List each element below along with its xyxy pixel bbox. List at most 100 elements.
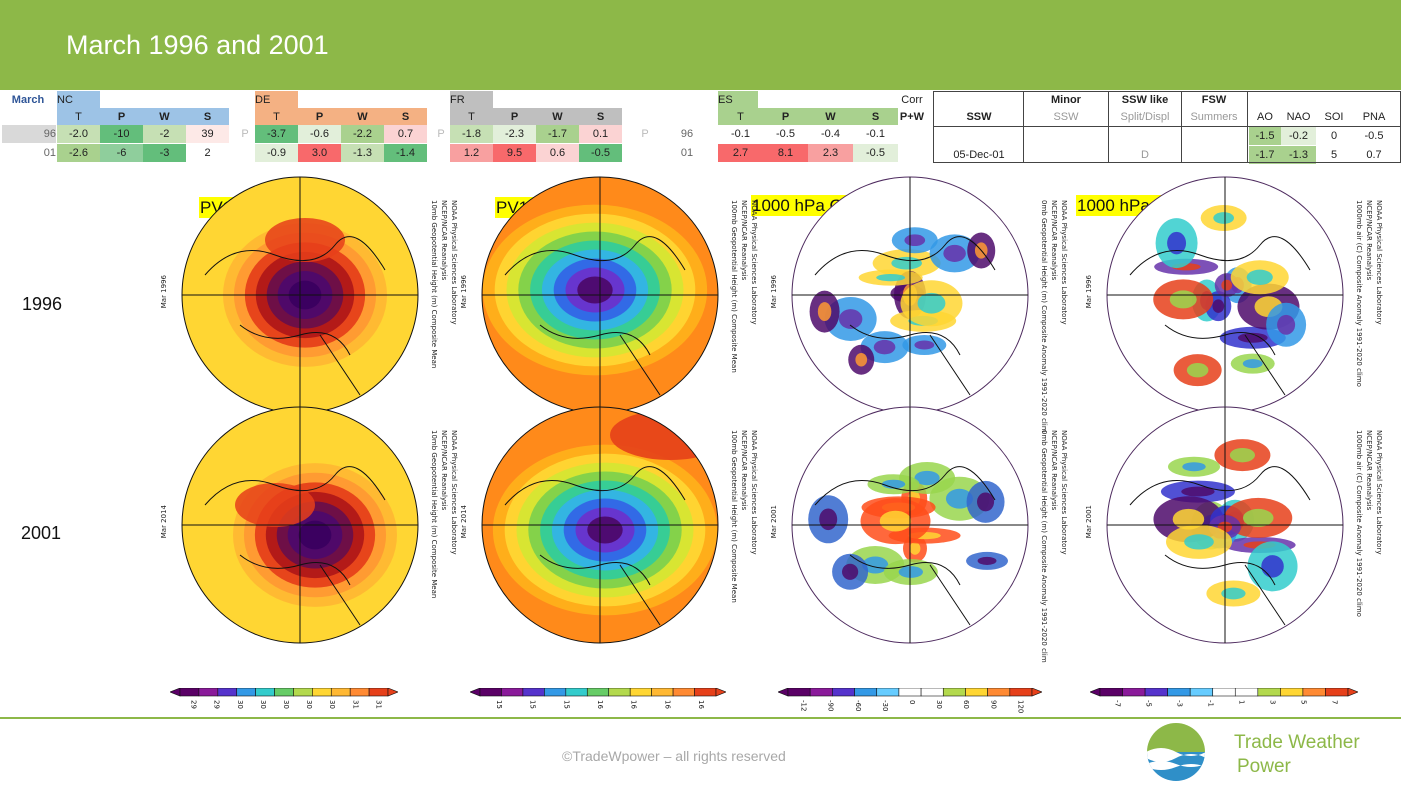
index-value-SOI: 5 — [1316, 146, 1352, 164]
colorbar-tick-label: 0 — [908, 700, 916, 704]
map-side-text: NOAA Physical Sciences Laboratory — [1375, 430, 1383, 555]
ssw-like-subheader: Split/Displ — [1120, 111, 1170, 123]
colorbar-tick-label: 16 — [697, 700, 705, 709]
map-side-text: NCEP/NCAR Reanalysis — [440, 200, 448, 281]
value-cell-DE: -3.7 — [255, 125, 298, 143]
colorbar-tick-label: 30 — [305, 700, 313, 709]
value-cell-ES: 2.7 — [718, 144, 763, 162]
logo-line-2: Power — [1237, 756, 1291, 777]
value-cell-ES: -0.1 — [718, 125, 763, 143]
value-cell-ES: -0.5 — [853, 144, 898, 162]
minor-ssw-subheader: SSW — [1053, 111, 1079, 123]
value-cell-NC: -2.0 — [57, 125, 100, 143]
polar-map-geopot-2001 — [791, 406, 1029, 644]
polar-map-pv10-2001 — [181, 406, 419, 644]
map-date-text: Mar 2014 — [160, 505, 168, 539]
map-side-text: 10mb Geopotential Height (m) Composite M… — [430, 200, 438, 369]
value-cell-DE: 0.7 — [384, 125, 427, 143]
map-date-text: Mar 1996 — [770, 275, 778, 309]
polar-map-temp-2001 — [1106, 406, 1344, 644]
map-side-text: NCEP/NCAR Reanalysis — [1365, 200, 1373, 281]
value-cell-FR: 0.1 — [579, 125, 622, 143]
table-divider — [1247, 91, 1248, 163]
column-header-ES-P: P — [763, 108, 808, 126]
value-cell-FR: -1.7 — [536, 125, 579, 143]
index-header-PNA: PNA — [1362, 111, 1386, 123]
column-header-ES-S: S — [853, 108, 898, 126]
index-header-NAO: NAO — [1286, 111, 1311, 123]
colorbar-tick-label: 30 — [282, 700, 290, 709]
page-title: March 1996 and 2001 — [66, 30, 329, 60]
ssw-like-header: SSW like — [1121, 94, 1169, 106]
map-date-text: Mar 2001 — [1085, 505, 1093, 539]
index-value-AO: -1.5 — [1249, 127, 1281, 145]
table-divider — [1181, 91, 1182, 163]
colorbar-tick-label: -1 — [1207, 700, 1215, 707]
fsw-header: FSW — [1201, 94, 1227, 106]
ssw-table — [933, 91, 1401, 163]
value-cell-DE: 3.0 — [298, 144, 341, 162]
corr-label: Corr — [901, 94, 923, 106]
value-cell-ES: 8.1 — [763, 144, 808, 162]
colorbar-tick-label: 15 — [529, 700, 537, 709]
column-header-FR-S: S — [579, 108, 622, 126]
p-marker: P — [241, 128, 249, 140]
colorbar-tick-label: -90 — [827, 700, 835, 711]
copyright-text: ©TradeWpower – all rights reserved — [562, 748, 786, 764]
column-header-FR-W: W — [536, 108, 579, 126]
value-cell-ES: 2.3 — [808, 144, 853, 162]
colorbar-tick-label: 60 — [962, 700, 970, 709]
map-side-text: 100mb Geopotential Height (m) Composite … — [730, 430, 738, 603]
colorbar-3: -7 -5 -3 -1 1 3 5 7 — [1090, 688, 1358, 707]
polar-map-pv100-2001 — [481, 406, 719, 644]
column-header-NC-P: P — [100, 108, 143, 126]
row-year-96: 96 — [2, 125, 56, 143]
index-value-SOI: 0 — [1316, 127, 1352, 145]
colorbar-tick-label: -60 — [854, 700, 862, 711]
index-header-AO: AO — [1257, 111, 1273, 123]
map-side-text: 0mb Geopotential Height (m) Composite An… — [1040, 430, 1048, 663]
value-cell-FR: 1.2 — [450, 144, 493, 162]
value-cell-FR: -1.8 — [450, 125, 493, 143]
ssw-like-value: D — [1141, 149, 1149, 161]
colorbar-tick-label: 30 — [328, 700, 336, 709]
colorbar-tick-label: -30 — [881, 700, 889, 711]
table-divider — [1108, 91, 1109, 163]
polar-map-pv100-1996 — [481, 176, 719, 414]
year-label-1996: 1996 — [22, 294, 63, 314]
logo-line-1: Trade Weather — [1234, 732, 1360, 753]
map-side-text: NOAA Physical Sciences Laboratory — [1375, 200, 1383, 325]
value-cell-DE: -2.2 — [341, 125, 384, 143]
colorbar-tick-label: 90 — [989, 700, 997, 709]
map-side-text: NCEP/NCAR Reanalysis — [1050, 200, 1058, 281]
map-side-text: NOAA Physical Sciences Laboratory — [750, 200, 758, 325]
map-date-text: Mar 2014 — [460, 505, 468, 539]
colorbar-tick-label: 30 — [259, 700, 267, 709]
column-header-DE-W: W — [341, 108, 384, 126]
column-header-DE-S: S — [384, 108, 427, 126]
map-date-text: Mar 1996 — [1085, 275, 1093, 309]
column-header-FR-P: P — [493, 108, 536, 126]
colorbar-tick-label: 3 — [1269, 700, 1277, 704]
column-header-NC-T: T — [57, 108, 100, 126]
value-cell-DE: -1.4 — [384, 144, 427, 162]
p-marker: P — [641, 128, 649, 140]
map-side-text: NCEP/NCAR Reanalysis — [1050, 430, 1058, 511]
row-year-es-96: 96 — [657, 125, 717, 143]
value-cell-ES: -0.4 — [808, 125, 853, 143]
column-header-ES-W: W — [808, 108, 853, 126]
map-side-text: 1000mb air (C) Composite Anomaly 1991-20… — [1355, 200, 1363, 387]
column-header-ES-T: T — [718, 108, 763, 126]
colorbar-tick-label: 7 — [1331, 700, 1339, 704]
table-divider — [933, 126, 1401, 127]
group-header-FR: FR — [450, 91, 493, 109]
logo-icon — [1147, 723, 1205, 781]
colorbar-tick-label: -7 — [1114, 700, 1122, 707]
fsw-subheader: Summers — [1190, 111, 1238, 123]
map-side-text: 100mb Geopotential Height (m) Composite … — [730, 200, 738, 373]
map-side-text: 10mb Geopotential Height (m) Composite M… — [430, 430, 438, 599]
column-header-FR-T: T — [450, 108, 493, 126]
colorbar-tick-label: -3 — [1176, 700, 1184, 707]
column-header-NC-S: S — [186, 108, 229, 126]
value-cell-FR: -2.3 — [493, 125, 536, 143]
